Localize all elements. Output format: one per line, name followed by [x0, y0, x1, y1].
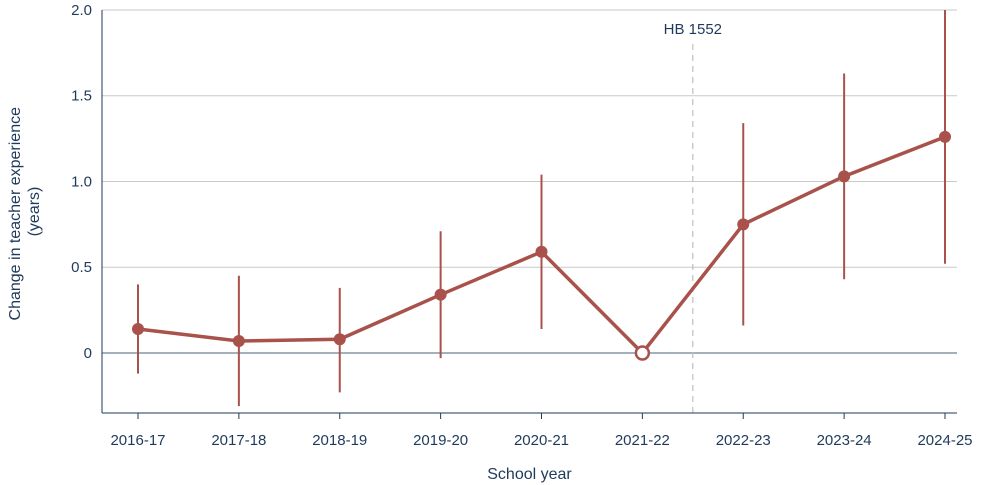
- x-tick-label: 2016-17: [110, 432, 165, 449]
- data-point: [434, 288, 447, 301]
- data-point: [838, 170, 851, 183]
- y-axis-title: Change in teacher experience (years): [7, 103, 43, 321]
- y-tick-label: 0.5: [71, 259, 92, 276]
- y-tick-label: 1.0: [71, 173, 92, 190]
- y-tick-label: 1.5: [71, 88, 92, 105]
- y-tick-label: 2.0: [71, 2, 92, 19]
- x-tick-label: 2017-18: [211, 432, 266, 449]
- x-tick-label: 2024-25: [917, 432, 972, 449]
- axis-layer: [101, 10, 957, 414]
- x-tick-label: 2022-23: [716, 432, 771, 449]
- x-tick-label: 2021-22: [615, 432, 670, 449]
- data-point: [132, 322, 144, 335]
- data-point: [939, 130, 951, 143]
- x-tick-label: 2019-20: [413, 432, 468, 449]
- data-point: [737, 218, 750, 231]
- reference-point: [634, 345, 651, 361]
- x-tick-labels: 2016-17 2017-18 2018-19 2019-20 2020-21 2021-…: [110, 413, 973, 449]
- hb-1552-label: HB 1552: [664, 21, 722, 38]
- annotation-layer: HB 1552: [664, 21, 722, 413]
- error-bars: [137, 10, 946, 407]
- x-tick-label: 2020-21: [514, 432, 569, 449]
- y-tick-labels: 0 0.5 1.0 1.5 2.0: [71, 2, 92, 362]
- data-point: [232, 334, 245, 347]
- data-point: [333, 333, 346, 346]
- y-axis-title-line-1: Change in teacher experience: [7, 107, 24, 321]
- data-point: [535, 245, 548, 258]
- y-axis-title-line-2: (years): [26, 187, 43, 237]
- y-tick-label: 0: [84, 345, 92, 362]
- x-tick-label: 2018-19: [312, 432, 367, 449]
- x-axis-title: School year: [487, 466, 572, 483]
- x-tick-label: 2023-24: [817, 432, 872, 449]
- data-points: [132, 130, 951, 361]
- grid-layer: [102, 9, 957, 354]
